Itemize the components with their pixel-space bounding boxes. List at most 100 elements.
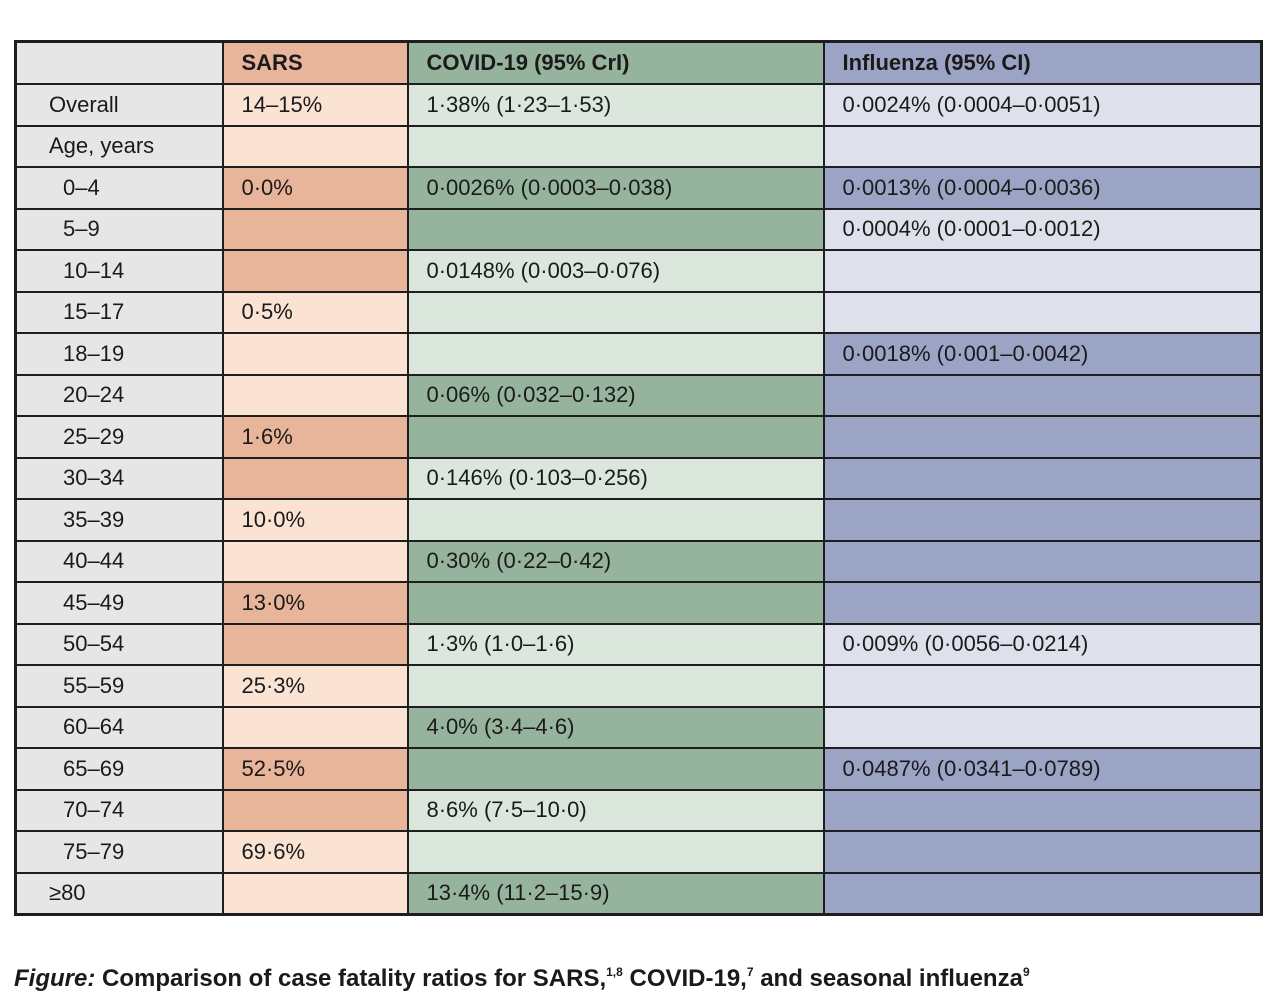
table-row: ≥80 13·4% (11·2–15·9) [14,871,1263,916]
row-label: 40–44 [14,539,224,583]
row-label: 25–29 [14,415,224,459]
covid-cell: 0·06% (0·032–0·132) [406,373,825,417]
sars-cell: 13·0% [221,581,409,625]
sars-cell: 52·5% [221,747,409,791]
influenza-cell: 0·0004% (0·0001–0·0012) [822,207,1263,251]
header-age [14,40,224,85]
sars-cell [221,124,409,168]
influenza-cell: 0·0024% (0·0004–0·0051) [822,83,1263,127]
covid-cell: 0·30% (0·22–0·42) [406,539,825,583]
row-label: 75–79 [14,830,224,874]
sars-cell [221,705,409,749]
influenza-cell [822,498,1263,542]
sars-cell [221,622,409,666]
caption-lead: Figure: [14,965,96,992]
figure: SARS COVID-19 (95% CrI) Influenza (95% C… [14,40,1263,916]
influenza-cell: 0·0487% (0·0341–0·0789) [822,747,1263,791]
caption-text: and seasonal influenza [753,965,1023,992]
table-row: 65–69 52·5% 0·0487% (0·0341–0·0789) [14,747,1263,791]
covid-cell: 4·0% (3·4–4·6) [406,705,825,749]
covid-cell [406,830,825,874]
caption-text: COVID-19, [622,965,747,992]
influenza-cell [822,788,1263,832]
row-label: 30–34 [14,456,224,500]
table-row: 40–44 0·30% (0·22–0·42) [14,539,1263,583]
covid-cell: 13·4% (11·2–15·9) [406,871,825,916]
sars-cell [221,373,409,417]
sars-cell: 0·0% [221,166,409,210]
table-row: 18–19 0·0018% (0·001–0·0042) [14,332,1263,376]
row-label: 50–54 [14,622,224,666]
sars-cell [221,788,409,832]
influenza-cell: 0·009% (0·0056–0·0214) [822,622,1263,666]
table-row: 55–59 25·3% [14,664,1263,708]
row-label: 35–39 [14,498,224,542]
row-label: 70–74 [14,788,224,832]
table-row: 60–64 4·0% (3·4–4·6) [14,705,1263,749]
covid-cell [406,664,825,708]
influenza-cell: 0·0018% (0·001–0·0042) [822,332,1263,376]
covid-cell [406,207,825,251]
sars-cell [221,332,409,376]
covid-cell [406,581,825,625]
table-row: 0–4 0·0% 0·0026% (0·0003–0·038) 0·0013% … [14,166,1263,210]
sars-cell: 0·5% [221,290,409,334]
influenza-cell [822,830,1263,874]
table-row: 10–14 0·0148% (0·003–0·076) [14,249,1263,293]
table-row: 50–54 1·3% (1·0–1·6) 0·009% (0·0056–0·02… [14,622,1263,666]
covid-cell [406,498,825,542]
row-label: Age, years [14,124,224,168]
covid-cell [406,290,825,334]
row-label: 20–24 [14,373,224,417]
table-row: 25–29 1·6% [14,415,1263,459]
covid-cell: 0·146% (0·103–0·256) [406,456,825,500]
covid-cell: 8·6% (7·5–10·0) [406,788,825,832]
row-label: 0–4 [14,166,224,210]
caption-reference: 9 [1022,965,1030,979]
row-label: Overall [14,83,224,127]
influenza-cell [822,373,1263,417]
influenza-cell [822,581,1263,625]
row-label: 18–19 [14,332,224,376]
case-fatality-table: SARS COVID-19 (95% CrI) Influenza (95% C… [14,40,1263,916]
covid-cell: 1·38% (1·23–1·53) [406,83,825,127]
influenza-cell: 0·0013% (0·0004–0·0036) [822,166,1263,210]
table-row: 35–39 10·0% [14,498,1263,542]
influenza-cell [822,290,1263,334]
caption-reference: 7 [746,965,754,979]
covid-cell: 0·0026% (0·0003–0·038) [406,166,825,210]
table-row: 5–9 0·0004% (0·0001–0·0012) [14,207,1263,251]
covid-cell [406,332,825,376]
header-influenza: Influenza (95% CI) [822,40,1263,85]
influenza-cell [822,539,1263,583]
sars-cell: 25·3% [221,664,409,708]
sars-cell: 1·6% [221,415,409,459]
caption-text: Comparison of case fatality ratios for S… [95,965,607,992]
row-label: ≥80 [14,871,224,916]
row-label: 65–69 [14,747,224,791]
covid-cell [406,124,825,168]
influenza-cell [822,415,1263,459]
sars-cell: 10·0% [221,498,409,542]
influenza-cell [822,249,1263,293]
row-label: 5–9 [14,207,224,251]
table-row: 15–17 0·5% [14,290,1263,334]
sars-cell [221,539,409,583]
table-row: 45–49 13·0% [14,581,1263,625]
sars-cell [221,871,409,916]
table-row: Overall 14–15% 1·38% (1·23–1·53) 0·0024%… [14,83,1263,127]
sars-cell [221,456,409,500]
table-row: 70–74 8·6% (7·5–10·0) [14,788,1263,832]
header-row: SARS COVID-19 (95% CrI) Influenza (95% C… [14,40,1263,85]
figure-caption: Figure: Comparison of case fatality rati… [14,965,1030,993]
table-row: 75–79 69·6% [14,830,1263,874]
header-sars: SARS [221,40,409,85]
row-label: 55–59 [14,664,224,708]
influenza-cell [822,705,1263,749]
covid-cell [406,415,825,459]
influenza-cell [822,664,1263,708]
sars-cell: 14–15% [221,83,409,127]
row-label: 60–64 [14,705,224,749]
row-label: 45–49 [14,581,224,625]
sars-cell [221,207,409,251]
